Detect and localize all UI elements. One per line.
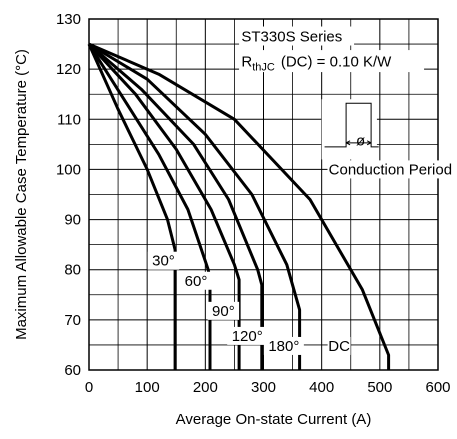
axis-ticks: 0 100 200 300 400 500 600 60 70 80 90 100 110 120 130 xyxy=(56,11,451,396)
series-label: 180° xyxy=(268,338,299,355)
x-tick-label: 600 xyxy=(425,379,450,396)
series-line xyxy=(88,42,302,370)
series-label: DC xyxy=(328,338,350,355)
y-tick-label: 100 xyxy=(56,161,81,178)
series-label-background xyxy=(327,336,351,355)
x-axis-label: Average On-state Current (A) xyxy=(176,411,372,428)
conduction-angle-arrow xyxy=(345,140,372,146)
y-tick-label: 120 xyxy=(56,61,81,78)
y-tick-label: 60 xyxy=(64,362,81,379)
x-tick-label: 0 xyxy=(85,379,93,396)
y-tick-label: 90 xyxy=(64,212,81,229)
x-tick-label: 400 xyxy=(309,379,334,396)
inset-caption-background xyxy=(327,160,457,179)
rth-symbol: R xyxy=(241,54,252,71)
plot-frame xyxy=(88,18,439,371)
y-tick-label: 130 xyxy=(56,11,81,28)
series-labels: 30° 60°90° 120° 180° DC xyxy=(147,251,351,355)
rth-subscript: thJC xyxy=(252,62,275,74)
series-label-background xyxy=(207,301,240,320)
series-line xyxy=(87,43,177,370)
x-tick-label: 500 xyxy=(367,379,392,396)
series-line xyxy=(88,42,391,370)
conduction-period-caption: Conduction Period xyxy=(329,161,452,178)
annotation-background xyxy=(239,26,355,46)
rth-value: (DC) = 0.10 K/W xyxy=(281,54,392,71)
series-label-background xyxy=(147,251,180,270)
series-label-background xyxy=(180,271,212,290)
conduction-waveform xyxy=(324,102,379,148)
series-title: ST330S Series xyxy=(241,29,342,46)
y-axis-label: Maximum Allowable Case Temperature (°C) xyxy=(13,49,30,340)
x-tick-label: 100 xyxy=(135,379,160,396)
y-tick-label: 80 xyxy=(64,262,81,279)
x-tick-label: 300 xyxy=(251,379,276,396)
x-tick-label: 200 xyxy=(193,379,218,396)
series-line xyxy=(88,42,264,370)
thermal-resistance-label: RthJC (DC) = 0.10 K/W xyxy=(241,54,392,74)
series-lines xyxy=(87,42,391,370)
series-label-background xyxy=(227,326,268,345)
inset-background xyxy=(321,99,377,160)
series-label: 90° xyxy=(212,303,235,320)
annotation-background xyxy=(239,50,425,73)
conduction-period-inset: ø Conduction Period xyxy=(321,99,457,179)
series-line xyxy=(87,43,241,370)
series-label-background xyxy=(263,336,304,355)
y-tick-label: 70 xyxy=(64,312,81,329)
series-label: 30° xyxy=(152,253,175,270)
y-tick-label: 110 xyxy=(57,111,81,128)
series-label: 120° xyxy=(232,328,263,345)
conduction-angle-symbol: ø xyxy=(356,132,365,149)
series-label: 60° xyxy=(185,273,208,290)
